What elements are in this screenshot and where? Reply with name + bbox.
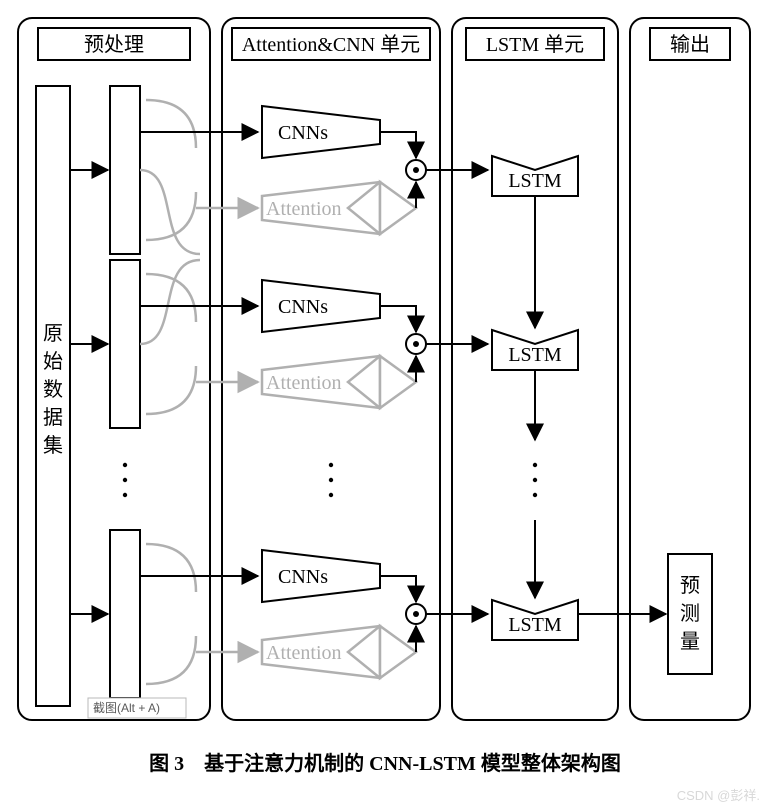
ellipsis-preprocess xyxy=(123,463,127,497)
svg-text:量: 量 xyxy=(680,631,700,653)
col-title-lstm: LSTM 单元 xyxy=(486,33,584,56)
prediction-box: 预 测 量 xyxy=(668,554,712,674)
svg-text:测: 测 xyxy=(680,602,700,625)
attncnn-unit-3: CNNs Attention xyxy=(262,550,488,678)
svg-text:预: 预 xyxy=(680,575,700,597)
segment-1 xyxy=(70,86,196,254)
watermark: CSDN @彭祥. xyxy=(677,788,760,803)
bracket-overlap-2 xyxy=(140,260,200,344)
screenshot-tooltip: 截图(Alt + A) xyxy=(88,698,186,718)
ellipsis-attncnn xyxy=(329,463,333,497)
attncnn-unit-1: CNNs Attention xyxy=(262,106,488,234)
lstm-node-2: LSTM xyxy=(492,330,578,370)
attn-label-1: Attention xyxy=(266,198,342,220)
svg-text:始: 始 xyxy=(43,350,63,373)
lstm-label-1: LSTM xyxy=(508,170,562,192)
cnn-label-3: CNNs xyxy=(278,566,328,588)
svg-text:截图(Alt + A): 截图(Alt + A) xyxy=(93,701,160,715)
attn-label-2: Attention xyxy=(266,372,342,394)
raw-data-box: 原 始 数 据 集 xyxy=(36,86,70,706)
svg-text:据: 据 xyxy=(43,406,63,429)
lstm-node-1: LSTM xyxy=(492,156,578,196)
svg-text:原: 原 xyxy=(43,323,63,345)
lstm-label-2: LSTM xyxy=(508,344,562,366)
col-title-attncnn: Attention&CNN 单元 xyxy=(242,33,420,56)
segment-3 xyxy=(70,530,196,698)
segment-2 xyxy=(70,260,196,428)
col-title-output: 输出 xyxy=(670,33,710,56)
col-title-preprocess: 预处理 xyxy=(84,33,144,56)
attn-label-3: Attention xyxy=(266,642,342,664)
ellipsis-lstm xyxy=(533,463,537,497)
bracket-overlap-1 xyxy=(140,170,200,254)
cnn-label-2: CNNs xyxy=(278,296,328,318)
lstm-label-3: LSTM xyxy=(508,614,562,636)
lstm-node-3: LSTM xyxy=(492,600,578,640)
architecture-diagram: 预处理 Attention&CNN 单元 LSTM 单元 输出 原 始 数 据 … xyxy=(0,0,771,809)
svg-text:集: 集 xyxy=(43,434,63,457)
svg-text:数: 数 xyxy=(43,378,63,401)
figure-caption: 图 3 基于注意力机制的 CNN-LSTM 模型整体架构图 xyxy=(149,751,621,775)
cnn-label-1: CNNs xyxy=(278,122,328,144)
attncnn-unit-2: CNNs Attention xyxy=(262,280,488,408)
